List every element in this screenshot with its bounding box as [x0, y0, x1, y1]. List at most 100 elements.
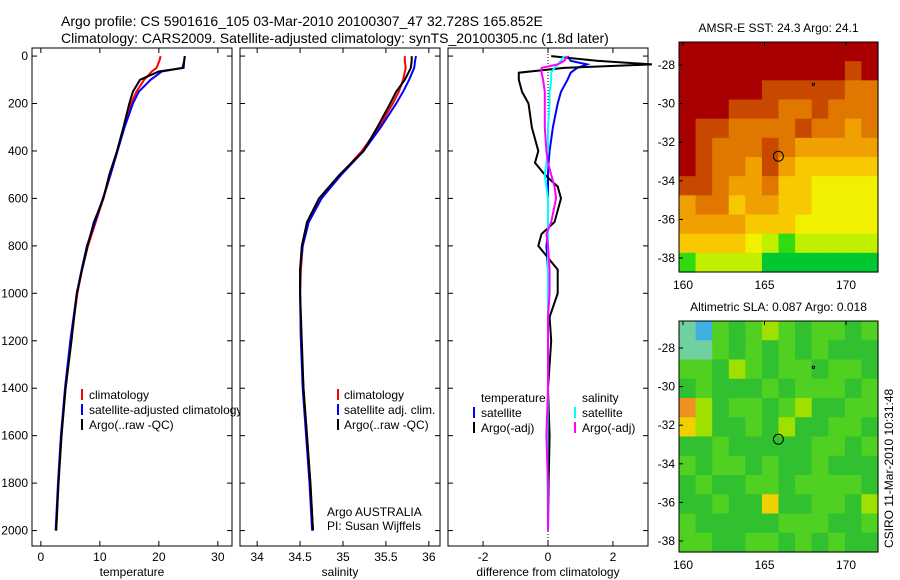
y-tick-label: 2000 — [1, 524, 28, 538]
heatmap-cell — [811, 42, 829, 62]
heatmap-cell — [679, 214, 697, 235]
heatmap-cell — [745, 61, 763, 81]
heatmap-cell — [778, 99, 796, 120]
heatmap-cell — [795, 137, 813, 158]
heatmap-cell — [778, 475, 796, 495]
legend-label: Argo(-adj) — [481, 421, 534, 435]
credit-label: CSIRO 11-Mar-2010 10:31:48 — [882, 388, 896, 548]
heatmap-cell — [695, 455, 713, 476]
heatmap-cell — [695, 195, 713, 216]
heatmap-cell — [761, 532, 780, 553]
heatmap-cell — [745, 42, 763, 62]
heatmap-cell — [844, 436, 863, 457]
heatmap-cell — [811, 321, 829, 341]
heatmap-cell — [828, 475, 846, 495]
heatmap-cell — [679, 176, 697, 196]
heatmap-cell — [778, 532, 796, 553]
heatmap-cell — [712, 42, 730, 62]
heatmap-cell — [728, 340, 746, 361]
heatmap-cell — [728, 42, 746, 62]
legend-swatch — [574, 407, 576, 418]
heatmap-cell — [828, 513, 846, 534]
heatmap-cell — [761, 378, 780, 399]
heatmap-cell — [828, 233, 846, 254]
heatmap-cell — [712, 214, 730, 235]
x-tick-label: 170 — [836, 558, 856, 572]
heatmap-cell — [679, 195, 697, 216]
heatmap-cell — [695, 417, 713, 438]
heatmap-cell — [828, 214, 846, 235]
heatmap-cell — [728, 99, 746, 120]
heatmap-cell — [844, 455, 863, 476]
heatmap-cell — [712, 252, 730, 273]
heatmap-cell — [828, 99, 846, 120]
series-line-argo-adj- — [540, 55, 569, 531]
heatmap-cell — [761, 436, 780, 457]
heatmap-cell — [811, 61, 829, 81]
heatmap-cell — [695, 494, 713, 515]
heatmap-cell — [795, 378, 813, 399]
heatmap-cell — [761, 118, 780, 139]
heatmap-cell — [861, 42, 879, 62]
heatmap-cell — [828, 436, 846, 457]
heatmap-cell — [679, 513, 697, 534]
heatmap-cell — [778, 494, 796, 515]
heatmap-cell — [712, 475, 730, 495]
float-position-marker — [772, 433, 784, 445]
heatmap-cell — [728, 494, 746, 515]
heatmap-cell — [828, 80, 846, 101]
heatmap-cell — [778, 118, 796, 139]
y-tick-label: -28 — [658, 341, 676, 355]
heatmap-cell — [761, 321, 780, 341]
y-tick-label: 1000 — [1, 286, 28, 300]
heatmap-cell — [728, 321, 746, 341]
heatmap-cell — [761, 359, 780, 380]
heatmap-cell — [861, 475, 879, 495]
heatmap-cell — [679, 118, 697, 139]
x-tick-label: 2 — [610, 550, 617, 564]
heatmap-cell — [679, 61, 697, 81]
x-axis-label: temperature — [100, 565, 165, 579]
heatmap-cell — [679, 475, 697, 495]
heatmap-cell — [712, 340, 730, 361]
heatmap-cell — [844, 252, 863, 273]
heatmap-cell — [795, 340, 813, 361]
heatmap-cell — [861, 137, 879, 158]
heatmap-cell — [728, 436, 746, 457]
heatmap-cell — [695, 532, 713, 553]
heatmap-cell — [728, 157, 746, 177]
heatmap-cell — [695, 118, 713, 139]
heatmap-cell — [828, 118, 846, 139]
heatmap-cell — [811, 532, 829, 553]
heatmap-cell — [745, 99, 763, 120]
y-tick-label: 1400 — [1, 381, 28, 395]
heatmap-cell — [778, 321, 796, 341]
heatmap-cell — [861, 494, 879, 515]
x-tick-label: 10 — [93, 550, 107, 564]
x-tick-label: 20 — [152, 550, 166, 564]
y-tick-label: 200 — [8, 97, 28, 111]
heatmap-cell — [712, 80, 730, 101]
heatmap-cell — [795, 359, 813, 380]
axes-frame — [31, 47, 233, 547]
heatmap-cell — [861, 436, 879, 457]
heatmap-cell — [728, 195, 746, 216]
heatmap-cell — [712, 417, 730, 438]
heatmap-cell — [778, 80, 796, 101]
heatmap-cell — [778, 398, 796, 418]
x-tick-label: 160 — [673, 558, 693, 572]
heatmap-cell — [778, 157, 796, 177]
heatmap-cell — [712, 61, 730, 81]
heatmap-cell — [695, 378, 713, 399]
heatmap-cell — [778, 252, 796, 273]
heatmap-cell — [745, 176, 763, 196]
heatmap-cell — [811, 99, 829, 120]
heatmap-cell — [679, 42, 697, 62]
heatmap-cell — [745, 494, 763, 515]
heatmap-cell — [712, 359, 730, 380]
heatmap-cell — [778, 61, 796, 81]
heatmap-cell — [844, 532, 863, 553]
island-marker — [811, 82, 816, 87]
heatmap-cell — [811, 417, 829, 438]
heatmap-cell — [745, 252, 763, 273]
